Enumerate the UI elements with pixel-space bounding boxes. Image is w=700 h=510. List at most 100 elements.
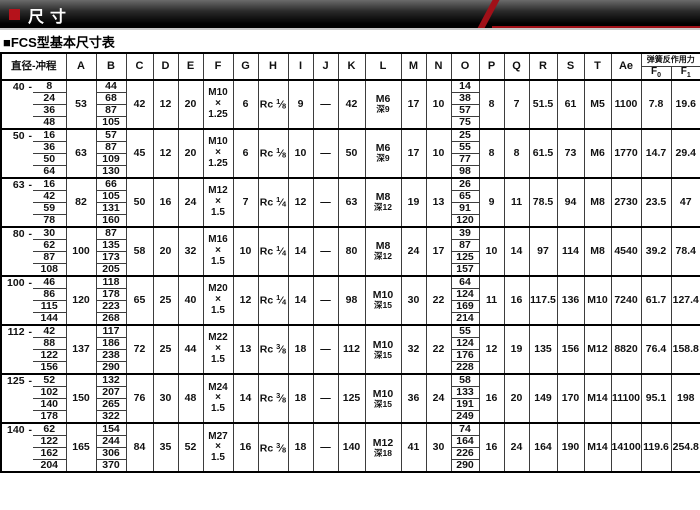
cell-F: M16 × 1.5: [202, 226, 234, 277]
cell-A: 150: [65, 373, 97, 424]
stroke-value: 62: [33, 425, 65, 437]
stroke-list: 8 24 36 48: [33, 82, 65, 128]
cell-A: 82: [65, 176, 97, 228]
cell-A: 165: [65, 422, 97, 473]
cell-O: 133: [450, 386, 480, 400]
stroke-value: 108: [40, 263, 59, 276]
cell-K: 63: [337, 176, 366, 228]
cell-B: 322: [95, 410, 127, 424]
cell-K: 125: [337, 373, 366, 424]
cell-M: 36: [400, 373, 427, 424]
cell-B: 173: [95, 251, 127, 265]
cell-E: 20: [177, 127, 204, 179]
table-row: 238 176: [1, 349, 700, 363]
cell-B: 205: [95, 263, 127, 277]
cell-diameter-stroke: 80 - 30 62 87 108: [0, 226, 67, 277]
table-row: 244 164: [1, 435, 700, 449]
stroke-list: 16 42 59 78: [33, 180, 65, 226]
cell-O: 164: [450, 435, 480, 449]
diameter-value: 80: [12, 228, 25, 241]
cell-D: 20: [152, 226, 179, 277]
diameter-value: 63: [12, 178, 25, 191]
cell-R: 97: [528, 226, 558, 277]
cell-H: Rc 3⁄8: [257, 324, 289, 375]
cell-F0: 7.8: [640, 78, 672, 130]
cell-B: 131: [95, 201, 127, 216]
cell-Q: 8: [503, 127, 530, 179]
cell-R: 117.5: [528, 275, 558, 326]
cell-C: 76: [125, 373, 154, 424]
cell-O: 39: [450, 226, 480, 241]
cell-O: 74: [450, 422, 480, 437]
cell-J: —: [312, 226, 339, 277]
header-col-Ae: Ae: [610, 52, 642, 81]
cell-Ae: 7240: [610, 275, 642, 326]
cell-F: M12 × 1.5: [202, 176, 234, 228]
cell-Q: 7: [503, 78, 530, 130]
table-row: 306 226: [1, 447, 700, 461]
cell-J: —: [312, 373, 339, 424]
table-row: 112 - 42 88 122 156 137 117 72 25 44 M22 × 1.5 13 Rc …: [0, 324, 700, 375]
cell-Q: 14: [503, 226, 530, 277]
header-col-M: M: [400, 52, 427, 81]
cell-P: 10: [478, 226, 505, 277]
cell-A: 137: [65, 324, 97, 375]
stroke-list: 42 88 122 156: [33, 327, 65, 373]
cell-B: 105: [95, 189, 127, 204]
cell-G: 7: [232, 176, 259, 228]
header-row-1: 直径-冲程 A B C D E F G H I J K L M N O P Q R S T Ae 弹簧反作用力: [0, 52, 700, 81]
table-row: 68 38: [1, 91, 700, 105]
table-row: 265 191: [1, 398, 700, 412]
cell-Ae: 11100: [610, 373, 642, 424]
table-row: 131 91: [1, 201, 700, 216]
cell-A: 100: [65, 226, 97, 277]
cell-F: M20 × 1.5: [202, 275, 234, 326]
cell-N: 22: [425, 324, 452, 375]
stroke-value: 36: [33, 104, 65, 117]
cell-D: 25: [152, 275, 179, 326]
header-col-N: N: [425, 52, 452, 81]
cell-O: 214: [450, 312, 480, 326]
cell-R: 135: [528, 324, 558, 375]
cell-B: 132: [95, 373, 127, 388]
cell-O: 75: [450, 115, 480, 130]
table-row: 105 65: [1, 189, 700, 204]
cell-O: 124: [450, 337, 480, 351]
cell-H: Rc 1⁄4: [257, 275, 289, 326]
header-col-J: J: [312, 52, 339, 81]
table-row: 100 - 46 86 115 144 120 118 65 25 40 M20 × 1.5 12 Rc …: [0, 275, 700, 326]
diameter-value: 100: [7, 277, 25, 290]
cell-C: 84: [125, 422, 154, 473]
cell-S: 114: [556, 226, 585, 277]
cell-O: 58: [450, 373, 480, 388]
cell-A: 63: [65, 127, 97, 179]
cell-I: 10: [287, 127, 314, 179]
stroke-value: 16: [33, 131, 65, 142]
cell-S: 170: [556, 373, 585, 424]
cell-O: 98: [450, 164, 480, 179]
cell-G: 10: [232, 226, 259, 277]
cell-Q: 20: [503, 373, 530, 424]
table-body: 40 - 8 24 36 48 53 44 42 12 20 M10 × 1.25 6 Rc 1⁄8 9—4…: [0, 78, 700, 473]
cell-T: M8: [583, 226, 612, 277]
cell-B: 57: [95, 127, 127, 142]
cell-B: 290: [95, 361, 127, 375]
dash-separator: -: [25, 178, 32, 191]
table-row: 178 124: [1, 288, 700, 302]
dash-separator: -: [25, 129, 32, 142]
cell-F: M27 × 1.5: [202, 422, 234, 473]
stroke-value: 87: [33, 252, 65, 265]
cell-D: 12: [152, 78, 179, 130]
cell-T: M6: [583, 127, 612, 179]
cell-G: 6: [232, 78, 259, 130]
header-col-O: O: [450, 52, 480, 81]
cell-E: 32: [177, 226, 204, 277]
cell-P: 8: [478, 127, 505, 179]
red-underline-accent: [492, 26, 700, 28]
cell-O: 169: [450, 300, 480, 314]
cell-A: 120: [65, 275, 97, 326]
cell-L: M8 深12: [364, 176, 402, 228]
table-row: 63 - 16 42 59 78 82 66 50 16 24 M12 × 1.5 7 Rc 1⁄4 12—…: [0, 176, 700, 228]
cell-diameter-stroke: 125 - 52 102 140 178: [0, 373, 67, 424]
header-col-D: D: [152, 52, 179, 81]
